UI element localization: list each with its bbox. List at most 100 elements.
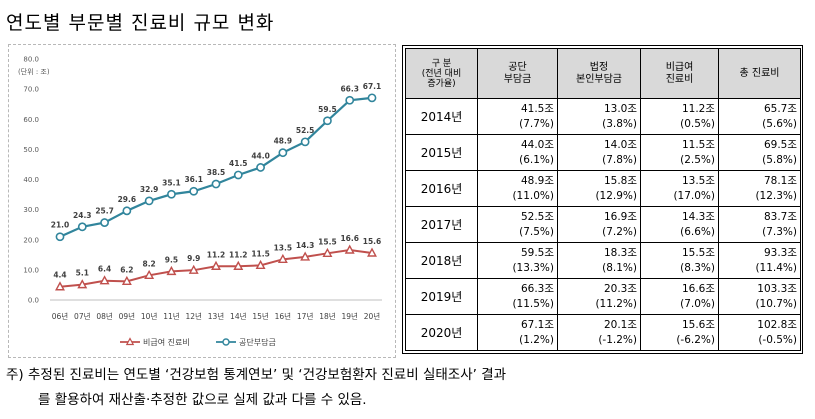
cell-growth: (-6.2%)	[676, 333, 715, 346]
x-tick-label: 09년	[119, 311, 136, 321]
row-year: 2015년	[405, 134, 478, 171]
cell-growth: (3.8%)	[602, 117, 637, 130]
data-label: 32.9	[140, 185, 159, 194]
table-frame: 구 분 (전년 대비 증가율) 공단 부담금 법정 본인부담금 비급여 진료비 총 진…	[402, 45, 803, 354]
cell-growth: (7.3%)	[762, 225, 797, 238]
x-tick-label: 10년	[141, 311, 158, 321]
cell-c2: 20.1조 (-1.2%)	[557, 314, 641, 351]
data-point	[278, 148, 288, 158]
cell-growth: (7.8%)	[602, 153, 637, 166]
y-tick-label: 0.0	[28, 297, 39, 305]
data-label: 14.3	[296, 241, 315, 250]
table-row: 2015년 44.0조 (6.1%) 14.0조 (7.8%) 11.5조 (2.5%) 69…	[405, 134, 801, 171]
cell-growth: (5.8%)	[762, 153, 797, 166]
cell-growth: (7.2%)	[602, 225, 637, 238]
data-label: 41.5	[229, 159, 248, 168]
data-point	[300, 251, 311, 261]
y-tick-label: 10.0	[23, 266, 39, 274]
data-label: 66.3	[340, 84, 359, 93]
x-tick-label: 06년	[52, 311, 69, 321]
data-label: 25.7	[95, 207, 114, 216]
header-noncovered: 비급여 진료비	[640, 48, 719, 99]
line-chart: (단위 : 조) 0.0 10.0 20.0 30.0 40.0 50.0 60.0 70.0 8…	[18, 56, 382, 347]
header-nhis-share: 공단 부담금	[477, 48, 558, 99]
data-label: 44.0	[251, 151, 270, 160]
data-point	[256, 163, 265, 172]
row-year: 2017년	[405, 206, 478, 243]
cell-amount: 52.5조	[520, 210, 554, 223]
legend-marker	[125, 337, 135, 346]
y-tick-label: 50.0	[23, 146, 39, 154]
cell-amount: 83.7조	[763, 210, 797, 223]
cell-amount: 102.8조	[757, 318, 797, 331]
cell-growth: (6.1%)	[519, 153, 554, 166]
data-point	[211, 260, 221, 270]
data-point	[144, 269, 155, 279]
page-title: 연도별 부문별 진료비 규모 변화	[6, 12, 275, 34]
cell-amount: 41.5조	[520, 102, 554, 115]
data-point	[367, 247, 377, 257]
cell-growth: (-1.2%)	[598, 333, 637, 346]
cell-growth: (11.4%)	[755, 261, 797, 274]
row-year: 2018년	[405, 242, 478, 279]
cell-c4: 83.7조 (7.3%)	[718, 206, 801, 243]
cell-growth: (11.2%)	[595, 297, 637, 310]
row-year: 2020년	[405, 314, 478, 351]
data-point	[211, 179, 221, 189]
data-point	[144, 196, 154, 206]
y-tick-label: 30.0	[23, 206, 39, 214]
cell-amount: 11.5조	[681, 138, 715, 151]
cell-c3: 16.6조 (7.0%)	[640, 278, 719, 315]
data-label: 15.5	[318, 237, 337, 246]
cell-growth: (12.9%)	[595, 189, 637, 202]
cell-growth: (2.5%)	[680, 153, 715, 166]
cell-c1: 44.0조 (6.1%)	[477, 134, 558, 171]
cell-growth: (8.3%)	[680, 261, 715, 274]
footnote-line-2: 를 활용하여 재산출·추정한 값으로 실제 값과 다를 수 있음.	[38, 392, 367, 408]
cell-growth: (7.5%)	[519, 225, 554, 238]
cell-c3: 15.6조 (-6.2%)	[640, 314, 719, 351]
cell-c4: 103.3조 (10.7%)	[718, 278, 801, 315]
x-tick-label: 18년	[319, 311, 336, 321]
cell-amount: 66.3조	[520, 282, 554, 295]
cell-growth: (-0.5%)	[758, 333, 797, 346]
header-total: 총 진료비	[718, 48, 801, 99]
data-label: 6.2	[120, 265, 133, 274]
data-label: 8.2	[142, 259, 155, 268]
cell-c1: 52.5조 (7.5%)	[477, 206, 558, 243]
cell-c2: 16.9조 (7.2%)	[557, 206, 641, 243]
data-label: 67.1	[363, 82, 382, 91]
cell-c2: 15.8조 (12.9%)	[557, 170, 641, 207]
data-label: 36.1	[184, 175, 203, 184]
cell-amount: 93.3조	[763, 246, 797, 259]
cell-growth: (7.7%)	[519, 117, 554, 130]
data-point	[255, 259, 266, 270]
x-tick-label: 12년	[185, 311, 202, 321]
data-point	[233, 260, 244, 270]
cell-amount: 15.6조	[681, 318, 715, 331]
data-label: 52.5	[296, 126, 315, 135]
legend-label: 공단부담금	[239, 337, 276, 347]
data-point	[189, 186, 199, 196]
data-point	[233, 170, 243, 180]
cell-growth: (12.3%)	[755, 189, 797, 202]
x-tick-label: 08년	[96, 311, 113, 321]
x-tick-label: 16년	[275, 311, 292, 321]
cell-c3: 14.3조 (6.6%)	[640, 206, 719, 243]
x-tick-label: 15년	[252, 311, 269, 321]
cell-c1: 59.5조 (13.3%)	[477, 242, 558, 279]
cell-c4: 69.5조 (5.8%)	[718, 134, 801, 171]
cell-c1: 48.9조 (11.0%)	[477, 170, 558, 207]
cell-amount: 20.1조	[603, 318, 637, 331]
data-label: 35.1	[162, 178, 181, 187]
cell-amount: 103.3조	[757, 282, 797, 295]
cell-amount: 14.3조	[681, 210, 715, 223]
row-year: 2016년	[405, 170, 478, 207]
unit-label: (단위 : 조)	[18, 67, 50, 76]
cell-c3: 11.5조 (2.5%)	[640, 134, 719, 171]
cell-c2: 20.3조 (11.2%)	[557, 278, 641, 315]
cell-growth: (11.0%)	[512, 189, 554, 202]
cell-amount: 67.1조	[520, 318, 554, 331]
y-tick-label: 40.0	[23, 176, 39, 184]
data-point	[166, 265, 177, 276]
